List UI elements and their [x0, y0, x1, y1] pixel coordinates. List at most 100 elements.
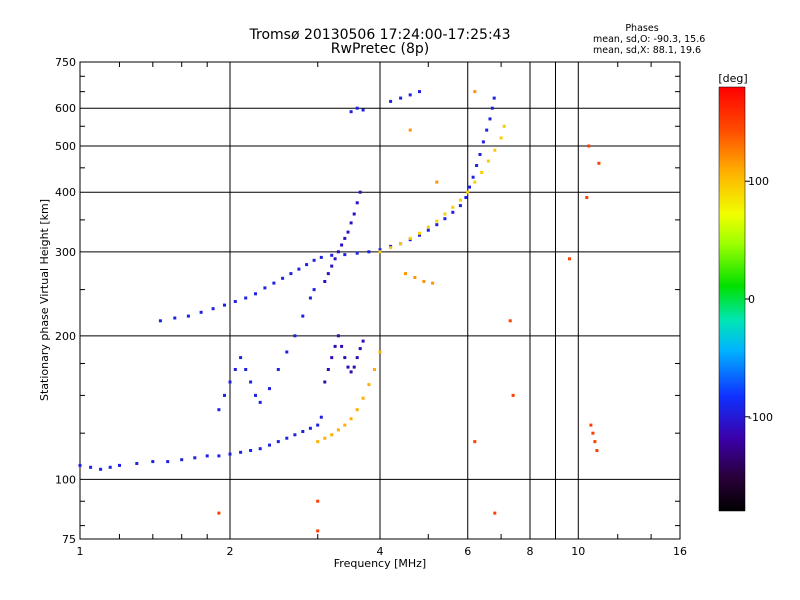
colorbar-tick-label: 100 — [748, 175, 769, 188]
data-point — [422, 280, 426, 283]
y-tick-label: 300 — [55, 246, 76, 259]
data-point — [478, 153, 482, 156]
data-point — [473, 90, 477, 94]
data-point — [319, 255, 323, 259]
data-point — [276, 440, 280, 444]
data-point — [244, 296, 248, 300]
data-point — [326, 368, 330, 371]
data-point — [458, 204, 462, 208]
data-point — [435, 219, 439, 223]
data-point — [367, 383, 371, 387]
series-scattered-echoes — [217, 144, 601, 533]
x-tick-label: 2 — [227, 545, 234, 558]
data-point — [239, 356, 243, 360]
data-point — [352, 212, 356, 216]
data-point — [431, 281, 435, 285]
data-point — [355, 201, 359, 205]
data-point — [276, 368, 280, 371]
series-o-mode-f1-trace — [158, 96, 496, 323]
data-point — [464, 196, 468, 199]
data-point — [481, 140, 485, 144]
data-point — [340, 344, 344, 348]
data-point — [486, 159, 490, 163]
data-point — [333, 257, 337, 261]
grid-lines — [80, 62, 680, 539]
data-point — [587, 144, 591, 148]
data-point — [361, 339, 365, 343]
data-point — [458, 198, 462, 202]
x-tick-label: 16 — [673, 545, 687, 558]
data-point — [493, 148, 497, 152]
data-point — [593, 440, 597, 444]
data-point — [244, 368, 248, 371]
data-point — [293, 433, 297, 437]
data-point — [502, 124, 506, 128]
data-point — [333, 344, 337, 348]
data-point — [485, 128, 489, 132]
data-point — [355, 356, 359, 360]
data-point — [492, 96, 496, 100]
data-point — [223, 393, 226, 397]
data-point — [466, 190, 470, 194]
data-point — [413, 276, 417, 279]
data-point — [268, 387, 271, 391]
data-point — [193, 456, 197, 460]
x-tick-label: 10 — [571, 545, 585, 558]
data-point — [249, 380, 253, 384]
data-point — [378, 250, 382, 254]
data-point — [239, 450, 243, 454]
data-point — [404, 272, 407, 276]
data-point — [316, 423, 320, 427]
x-tick-label: 1 — [77, 545, 84, 558]
data-point — [308, 426, 312, 430]
x-axis-label: Frequency [MHz] — [334, 557, 426, 570]
data-point — [378, 350, 382, 354]
data-point — [399, 242, 403, 246]
series-x-mode-f-trace — [378, 124, 506, 254]
colorbar-label: [deg] — [718, 72, 747, 85]
data-point — [349, 110, 353, 114]
data-point — [258, 400, 262, 404]
data-point — [323, 280, 327, 283]
phase-info-o: mean, sd,O: -90.3, 15.6 — [593, 34, 705, 45]
chart-title: Tromsø 20130506 17:24:00-17:25:43 — [249, 27, 511, 43]
data-point — [451, 210, 455, 214]
data-point — [217, 454, 221, 458]
series-o-mode-low-trace — [78, 415, 323, 471]
data-point — [151, 460, 155, 464]
data-point — [297, 267, 301, 271]
data-point — [223, 303, 226, 307]
data-point — [399, 96, 403, 100]
data-point — [355, 251, 359, 255]
data-point — [301, 314, 305, 318]
series-o-mode-high-echoes — [349, 90, 421, 114]
data-point — [78, 463, 82, 467]
data-point — [343, 356, 347, 360]
data-point — [108, 465, 112, 469]
data-point — [343, 236, 347, 240]
data-point — [186, 314, 190, 318]
data-point — [326, 272, 330, 276]
data-point — [308, 296, 312, 300]
data-point — [443, 217, 447, 221]
y-tick-label: 500 — [55, 140, 76, 153]
data-point — [268, 443, 271, 447]
x-tick-label: 8 — [527, 545, 534, 558]
data-point — [597, 161, 601, 165]
data-point — [367, 250, 371, 254]
data-point — [281, 276, 285, 280]
data-point — [408, 93, 412, 97]
y-tick-label: 750 — [55, 56, 76, 69]
data-point — [285, 350, 289, 354]
data-point — [330, 356, 334, 360]
data-point — [330, 264, 334, 268]
data-point — [211, 307, 215, 311]
data-point — [499, 136, 503, 140]
data-point — [358, 347, 362, 351]
data-point — [217, 511, 221, 515]
data-point — [336, 334, 340, 338]
data-point — [349, 221, 353, 225]
data-point — [263, 286, 267, 290]
data-point — [316, 529, 320, 533]
